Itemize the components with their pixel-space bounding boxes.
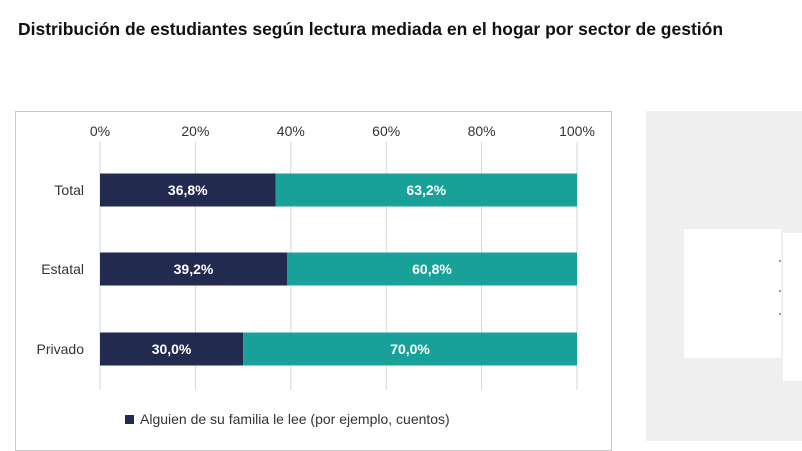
side-dot	[779, 290, 781, 292]
category-label: Privado	[37, 341, 85, 357]
x-tick-label: 100%	[559, 123, 595, 139]
chart-title: Distribución de estudiantes según lectur…	[18, 19, 724, 39]
side-card	[684, 229, 781, 358]
data-label: 39,2%	[174, 261, 214, 277]
bar-segment	[243, 332, 577, 366]
legend: Alguien de su familia le lee (por ejempl…	[125, 411, 450, 427]
legend-swatch	[125, 415, 134, 424]
bar-segment	[100, 252, 287, 286]
stacked-bar-chart: 0% 20% 40% 60% 80% 100% 36,8% 63,2%39,2% 60,8%3…	[37, 123, 595, 427]
x-tick-label: 60%	[372, 123, 400, 139]
bars: 36,8% 63,2% 39,2% 60,8% 30,0% 70,0%	[100, 173, 577, 366]
x-tick-label: 40%	[277, 123, 305, 139]
data-label: 70,0%	[390, 341, 430, 357]
bar-segment	[100, 332, 244, 366]
category-label: Total	[54, 182, 84, 198]
side-dot	[779, 313, 781, 315]
data-label: 63,2%	[406, 182, 446, 198]
x-tick-label: 20%	[181, 123, 209, 139]
data-label: 60,8%	[412, 261, 452, 277]
data-label: 36,8%	[168, 182, 208, 198]
side-card	[783, 233, 802, 381]
category-labels: Total Estatal Privado	[37, 182, 85, 357]
bar-segment	[100, 173, 276, 207]
bar-segment	[286, 252, 577, 286]
category-label: Estatal	[41, 261, 84, 277]
data-label: 30,0%	[152, 341, 192, 357]
x-axis-ticks: 0% 20% 40% 60% 80% 100%	[90, 123, 595, 139]
side-dot	[779, 260, 781, 262]
legend-label: Alguien de su familia le lee (por ejempl…	[140, 411, 450, 427]
bar-segment	[275, 173, 577, 207]
x-tick-label: 0%	[90, 123, 110, 139]
x-tick-label: 80%	[468, 123, 496, 139]
